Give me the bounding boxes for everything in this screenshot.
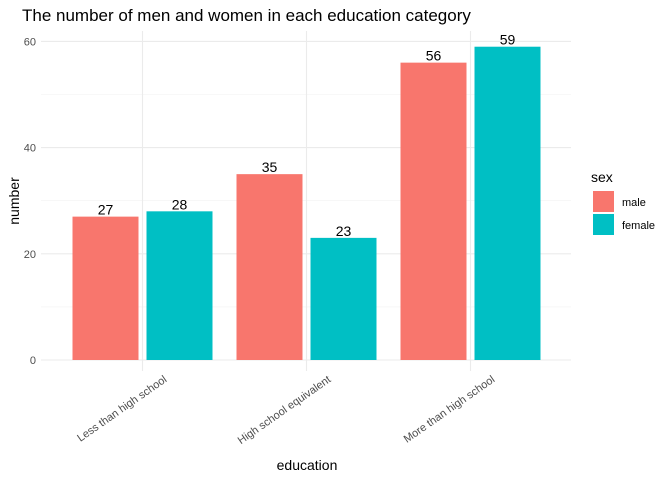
data-label: 35 <box>262 159 278 175</box>
x-tick-label: Less than high school <box>75 374 169 445</box>
data-label: 59 <box>500 32 516 48</box>
x-tick-label: High school equivalent <box>236 374 334 447</box>
chart-title: The number of men and women in each educ… <box>22 6 471 25</box>
y-tick-label: 40 <box>24 143 36 155</box>
y-axis-title: number <box>6 177 22 225</box>
bar-male <box>400 62 467 360</box>
data-label: 23 <box>336 223 352 239</box>
legend-title: sex <box>591 169 613 185</box>
legend-key-female <box>593 214 614 235</box>
legend-label-female: female <box>622 220 655 232</box>
data-label: 56 <box>426 48 442 64</box>
legend-key-male <box>593 191 614 212</box>
bars: 27 28 35 23 56 59 <box>72 32 541 361</box>
y-tick-label: 20 <box>24 249 36 261</box>
bar-female <box>146 211 213 360</box>
x-axis-title: education <box>277 457 338 473</box>
legend: sex male female <box>591 169 655 235</box>
data-label: 27 <box>98 202 114 218</box>
bar-female <box>474 46 541 361</box>
bar-female <box>310 237 377 360</box>
data-label: 28 <box>172 196 188 212</box>
x-tick-label: More than high school <box>402 374 498 446</box>
y-tick-label: 60 <box>24 36 36 48</box>
bar-male <box>236 174 303 360</box>
legend-label-male: male <box>622 197 646 209</box>
y-tick-label: 0 <box>30 355 36 367</box>
bar-male <box>72 216 139 360</box>
